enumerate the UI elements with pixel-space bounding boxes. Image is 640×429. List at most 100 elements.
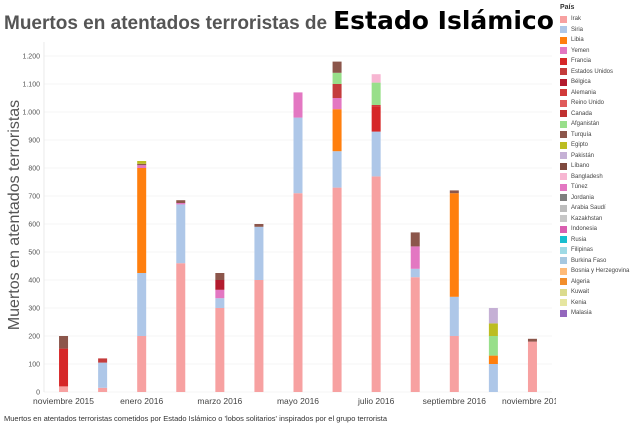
x-tick-label: julio 2016 [357, 396, 395, 406]
legend-label: Kenia [571, 299, 587, 306]
legend-swatch [560, 26, 567, 34]
bar-segment [371, 106, 381, 132]
legend-item[interactable]: Kenia [560, 298, 640, 309]
x-tick-label: septiembre 2016 [423, 396, 487, 406]
legend-label: Egipto [571, 142, 589, 149]
legend-swatch [560, 162, 567, 170]
legend-item[interactable]: Túnez [560, 182, 640, 193]
legend-item[interactable]: Siria [560, 25, 640, 36]
bar-segment [98, 362, 108, 388]
bar-segment [137, 168, 147, 273]
legend-item[interactable]: Afganistán [560, 119, 640, 130]
legend-label: Pakistán [571, 152, 595, 159]
bar-segment [59, 336, 69, 349]
legend-label: Indonesia [571, 226, 598, 233]
bar-segment [488, 323, 498, 336]
legend-item[interactable]: Canada [560, 109, 640, 120]
legend-swatch [560, 131, 567, 139]
legend: País Irak Siria Libia Yemen Francia Estados U… [560, 4, 640, 319]
legend-item[interactable]: Bélgica [560, 77, 640, 88]
legend-item[interactable]: Alemania [560, 88, 640, 99]
bar-segment [332, 61, 342, 73]
bar-segment [293, 117, 303, 194]
legend-label: Burkina Faso [571, 257, 607, 264]
bar-segment [332, 84, 342, 98]
legend-swatch [560, 194, 567, 202]
legend-item[interactable]: Algeria [560, 277, 640, 288]
legend-items: Irak Siria Libia Yemen Francia Estados Unidos… [560, 14, 640, 319]
bar-segment [488, 308, 498, 324]
legend-label: Libia [571, 37, 584, 44]
bar-segment [410, 277, 420, 392]
bar-segment [59, 386, 69, 392]
bar-segment [176, 263, 186, 392]
legend-item[interactable]: Kazakhstan [560, 214, 640, 225]
bar-segment [215, 308, 225, 392]
legend-label: Malasia [571, 310, 592, 317]
bar-segment [371, 131, 381, 177]
legend-item[interactable]: Kuwait [560, 287, 640, 298]
legend-item[interactable]: Yemen [560, 46, 640, 57]
legend-label: Túnez [571, 184, 588, 191]
bar-segment [176, 203, 186, 205]
legend-item[interactable]: Filipinas [560, 245, 640, 256]
legend-swatch [560, 152, 567, 160]
bar-segment [254, 226, 264, 280]
bar-segment [332, 187, 342, 392]
legend-item[interactable]: Egipto [560, 140, 640, 151]
legend-item[interactable]: Estados Unidos [560, 67, 640, 78]
y-tick-label: 200 [28, 334, 40, 341]
bar-segment [215, 280, 225, 290]
legend-item[interactable]: Bangladesh [560, 172, 640, 183]
legend-item[interactable]: Jordania [560, 193, 640, 204]
bar-segment [449, 296, 459, 336]
legend-label: Bangladesh [571, 173, 603, 180]
legend-swatch [560, 110, 567, 118]
bar-segment [137, 163, 147, 166]
legend-swatch [560, 99, 567, 107]
y-tick-label: 100 [28, 362, 40, 369]
legend-item[interactable]: Irak [560, 14, 640, 25]
bar-segment [98, 387, 108, 392]
legend-swatch [560, 47, 567, 55]
bar-segment [410, 268, 420, 278]
legend-item[interactable]: Rusia [560, 235, 640, 246]
bar-segment [215, 289, 225, 299]
legend-item[interactable]: Líbano [560, 161, 640, 172]
bar-segment [410, 246, 420, 269]
bar-segment [488, 355, 498, 364]
legend-swatch [560, 309, 567, 317]
x-tick-label: noviembre 2016 [502, 396, 556, 406]
x-axis: noviembre 2015 enero 2016 marzo 2016 mayo 2… [33, 396, 556, 406]
legend-item[interactable]: Reino Unido [560, 98, 640, 109]
legend-swatch [560, 288, 567, 296]
legend-swatch [560, 299, 567, 307]
bar-segment [449, 336, 459, 392]
bar-segment [371, 105, 381, 107]
legend-item[interactable]: Malasia [560, 308, 640, 319]
legend-item[interactable]: Francia [560, 56, 640, 67]
chart-title-accent: Estado Islámico [333, 6, 554, 35]
legend-swatch [560, 120, 567, 128]
legend-item[interactable]: Bosnia y Herzegovina [560, 266, 640, 277]
y-tick-label: 900 [28, 138, 40, 145]
legend-swatch [560, 57, 567, 65]
bar-segment [215, 298, 225, 308]
x-tick-label: mayo 2016 [277, 396, 319, 406]
legend-swatch [560, 183, 567, 191]
legend-swatch [560, 15, 567, 23]
bar-segment [254, 224, 264, 227]
chart-caption: Muertos en atentados terroristas cometid… [4, 414, 388, 423]
bar-segment [410, 232, 420, 247]
legend-item[interactable]: Arabia Saudí [560, 203, 640, 214]
y-tick-label: 1.000 [22, 110, 40, 117]
y-axis: 0 100 200 300 400 500 600 700 800 900 1.000 1.100 1.… [22, 42, 45, 397]
legend-item[interactable]: Turquía [560, 130, 640, 141]
legend-item[interactable]: Libia [560, 35, 640, 46]
bars [59, 61, 537, 392]
legend-label: Rusia [571, 236, 587, 243]
legend-item[interactable]: Indonesia [560, 224, 640, 235]
bar-segment [488, 364, 498, 392]
legend-item[interactable]: Pakistán [560, 151, 640, 162]
legend-item[interactable]: Burkina Faso [560, 256, 640, 267]
